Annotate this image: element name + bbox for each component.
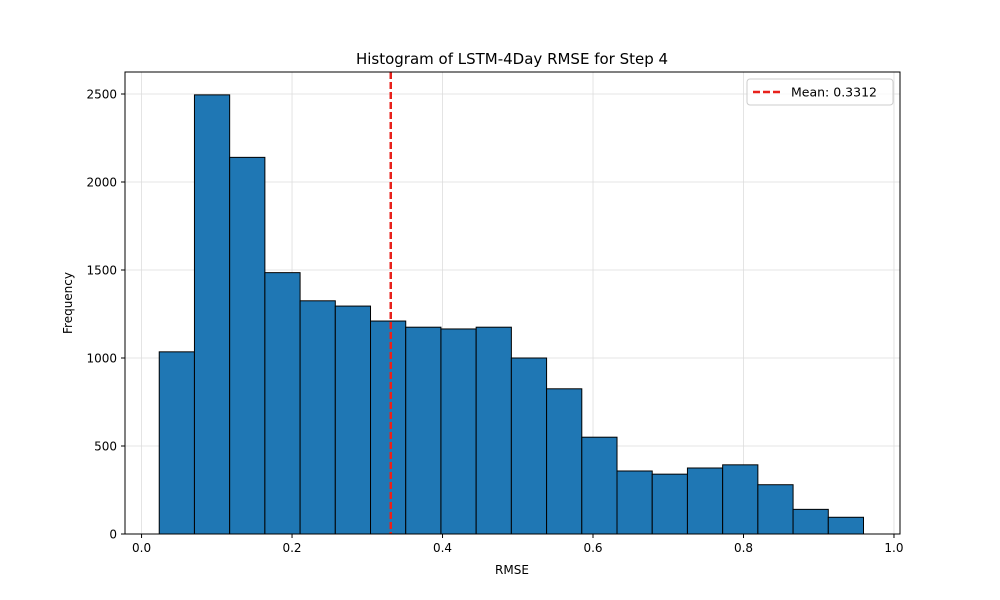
histogram-bar: [792, 508, 829, 535]
legend-box: [746, 78, 894, 106]
histogram-bars: [158, 94, 865, 535]
x-tick-label: 0.8: [734, 541, 753, 555]
histogram-bar: [722, 464, 759, 535]
histogram-bar: [616, 470, 653, 535]
y-tick-label: 2000: [86, 176, 117, 190]
x-tick-label: 0.6: [583, 541, 602, 555]
histogram-bar: [581, 436, 618, 535]
y-tick-label: 0: [109, 528, 117, 542]
histogram-bar: [510, 357, 548, 535]
histogram-bar: [264, 272, 301, 535]
y-axis-label: Frequency: [61, 272, 75, 334]
chart-title: Histogram of LSTM-4Day RMSE for Step 4: [356, 50, 668, 68]
histogram-bar: [475, 326, 512, 535]
y-tick-label: 2500: [86, 88, 117, 102]
histogram-bar: [686, 467, 724, 535]
histogram-bar: [827, 516, 865, 535]
histogram-bar: [757, 484, 794, 535]
x-tick-label: 0.0: [132, 541, 151, 555]
legend-mean-label: Mean: 0.3312: [791, 85, 877, 100]
histogram-bar: [440, 328, 477, 535]
x-axis-ticks: 0.0 0.2 0.4 0.6 0.8 1.0: [132, 534, 904, 555]
histogram-bar: [299, 300, 336, 535]
legend: Mean: 0.3312: [746, 78, 894, 106]
x-tick-label: 0.2: [282, 541, 301, 555]
histogram-bar: [193, 94, 231, 535]
y-tick-label: 1500: [86, 264, 117, 278]
histogram-bar: [158, 351, 195, 535]
plot-frame: [124, 71, 901, 535]
histogram-bar: [334, 305, 372, 535]
y-axis-ticks: 0 500 1000 1500 2000 2500: [86, 88, 125, 542]
x-tick-label: 1.0: [884, 541, 903, 555]
x-tick-label: 0.4: [433, 541, 452, 555]
histogram-bar: [229, 156, 266, 535]
histogram-bar: [405, 326, 442, 535]
y-tick-label: 500: [94, 440, 117, 454]
x-axis-label: RMSE: [495, 563, 529, 577]
y-tick-label: 1000: [86, 352, 117, 366]
histogram-bar: [370, 320, 407, 535]
histogram-bar: [651, 473, 688, 535]
histogram-bar: [546, 388, 583, 535]
